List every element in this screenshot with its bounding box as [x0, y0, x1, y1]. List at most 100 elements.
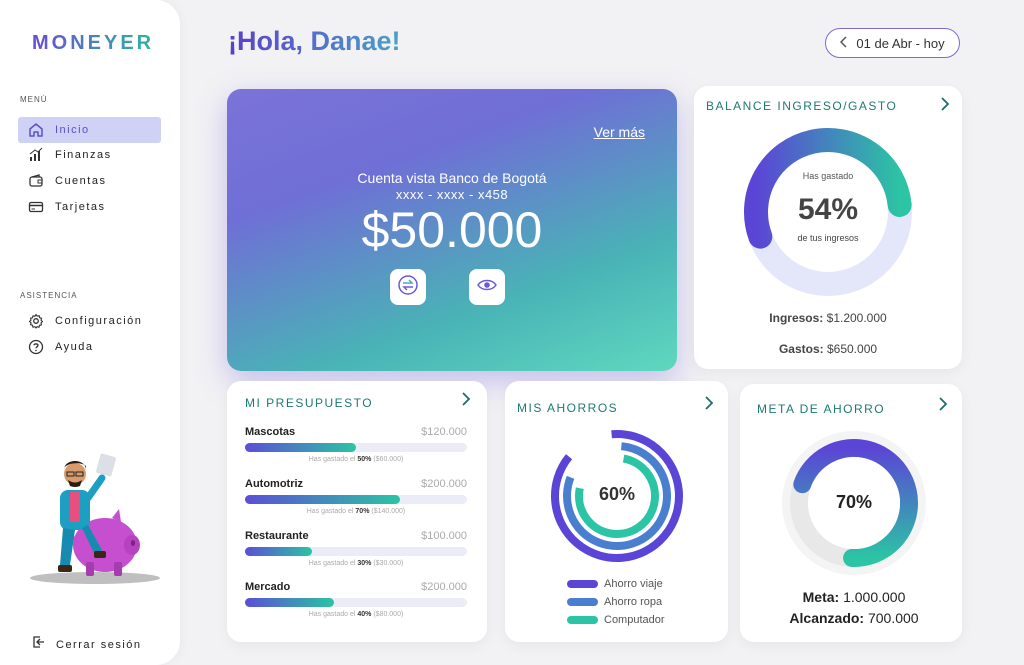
- budget-category: Automotriz: [245, 478, 304, 490]
- sidebar-item-label: Tarjetas: [55, 201, 106, 213]
- budget-progress-fill: [245, 443, 356, 452]
- transfer-button[interactable]: [390, 269, 426, 305]
- expense-value: $650.000: [826, 342, 878, 356]
- balance-percent: 54%: [797, 193, 859, 226]
- expense-row: Gastos: $650.000: [694, 342, 962, 356]
- sidebar-item-ayuda[interactable]: Ayuda: [18, 334, 161, 360]
- budget-progress-track: [245, 443, 467, 452]
- income-label: Ingresos:: [769, 311, 824, 325]
- eye-icon: [476, 274, 498, 301]
- budget-progress-track: [245, 547, 467, 556]
- sidebar-item-configuracion[interactable]: Configuración: [18, 308, 161, 334]
- date-range-selector[interactable]: 01 de Abr - hoy: [825, 28, 960, 58]
- budget-progress-track: [245, 598, 467, 607]
- account-number: xxxx - xxxx - x458: [395, 187, 509, 202]
- goal-reached-value: 700.000: [867, 610, 919, 626]
- sidebar-item-label: Ayuda: [55, 341, 94, 353]
- income-row: Ingresos: $1.200.000: [694, 311, 962, 325]
- card-icon: [27, 198, 45, 216]
- savings-rings: [551, 430, 683, 562]
- goal-reached-row: Alcanzado: 700.000: [740, 610, 968, 626]
- budget-amount: $100.000: [421, 530, 467, 542]
- legend-item: Ahorro ropa: [567, 596, 662, 608]
- budget-spent-note: Has gastado el 30% ($30.000): [245, 560, 467, 567]
- goal-donut: [782, 431, 926, 575]
- budget-spent-amount: ($60.000): [373, 456, 404, 463]
- legend-swatch: [567, 598, 598, 606]
- chart-icon: [27, 146, 45, 164]
- budget-spent-note: Has gastado el 70% ($140.000): [245, 508, 467, 515]
- legend-swatch: [567, 616, 598, 624]
- balance-arc: [744, 128, 912, 249]
- assist-section-title: ASISTENCIA: [20, 291, 78, 300]
- account-balance: $50.000: [361, 202, 543, 258]
- wallet-icon: [27, 172, 45, 190]
- account-name: Cuenta vista Banco de Bogotá: [357, 170, 547, 186]
- transfer-icon: [397, 274, 419, 301]
- budget-spent-note: Has gastado el 50% ($60.000): [245, 456, 467, 463]
- goal-arc: [793, 439, 918, 567]
- sidebar-item-label: Configuración: [55, 315, 143, 327]
- help-icon: [27, 338, 45, 356]
- sidebar-item-label: Cuentas: [55, 175, 107, 187]
- balance-card: BALANCE INGRESO/GASTO Has gastado 54% de…: [694, 86, 962, 369]
- sidebar-item-finanzas[interactable]: Finanzas: [18, 142, 161, 168]
- budget-spent-percent: 50%: [357, 456, 372, 463]
- legend-swatch: [567, 580, 598, 588]
- menu-section-title: MENÚ: [20, 95, 48, 104]
- chevron-right-icon[interactable]: [940, 96, 950, 117]
- sidebar-item-label: Finanzas: [55, 149, 112, 161]
- legend-item: Computador: [567, 614, 665, 626]
- ring-ahorro-ropa: [563, 442, 671, 550]
- budget-spent-percent: 70%: [355, 508, 370, 515]
- budget-spent-note: Has gastado el 40% ($80.000): [245, 611, 467, 618]
- budget-card: MI PRESUPUESTO Mascotas $120.000 Has gasta…: [227, 381, 487, 642]
- page-title: ¡Hola, Danae!: [228, 26, 401, 56]
- savings-goal-card: META DE AHORRO 70% Meta: 1.000.000 Alcan…: [740, 384, 962, 642]
- date-range-label: 01 de Abr - hoy: [856, 35, 945, 51]
- goal-target-value: 1.000.000: [843, 589, 906, 605]
- balance-bottom-label: de tus ingresos: [797, 233, 859, 243]
- budget-spent-amount: ($30.000): [373, 560, 404, 567]
- sidebar-item-label: Inicio: [55, 124, 90, 136]
- legend-item: Ahorro viaje: [567, 578, 663, 590]
- goal-reached-label: Alcanzado:: [789, 610, 865, 626]
- budget-spent-percent: 40%: [357, 611, 372, 618]
- budget-spent-prefix: Has gastado el: [308, 560, 356, 567]
- budget-progress-fill: [245, 547, 312, 556]
- sidebar-item-inicio[interactable]: Inicio: [18, 117, 161, 143]
- account-card: Ver más Cuenta vista Banco de Bogotá xxx…: [227, 89, 677, 371]
- savings-card: MIS AHORROS 60% Ahorro viaje Ahorro ropa…: [505, 381, 728, 642]
- sidebar-item-tarjetas[interactable]: Tarjetas: [18, 194, 161, 220]
- gear-icon: [27, 312, 45, 330]
- chevron-right-icon[interactable]: [938, 396, 948, 417]
- logout-button[interactable]: Cerrar sesión: [32, 635, 142, 654]
- chevron-right-icon[interactable]: [461, 391, 471, 412]
- savings-center-value: 60%: [598, 484, 636, 504]
- goal-card-title: META DE AHORRO: [757, 402, 886, 416]
- balance-card-title: BALANCE INGRESO/GASTO: [706, 99, 898, 113]
- savings-card-title: MIS AHORROS: [517, 401, 619, 415]
- budget-amount: $200.000: [421, 581, 467, 593]
- ring-computador: [575, 453, 659, 538]
- view-button[interactable]: [469, 269, 505, 305]
- budget-spent-percent: 30%: [357, 560, 372, 567]
- see-more-link[interactable]: Ver más: [593, 124, 645, 140]
- budget-spent-amount: ($140.000): [371, 508, 406, 515]
- logout-icon: [32, 635, 46, 654]
- goal-target-row: Meta: 1.000.000: [740, 589, 968, 605]
- chevron-right-icon[interactable]: [704, 395, 714, 416]
- budget-amount: $120.000: [421, 426, 467, 438]
- balance-top-label: Has gastado: [802, 171, 854, 181]
- budget-category: Restaurante: [245, 530, 309, 542]
- goal-percent: 70%: [835, 492, 873, 512]
- logout-label: Cerrar sesión: [56, 638, 142, 651]
- sidebar-item-cuentas[interactable]: Cuentas: [18, 168, 161, 194]
- budget-spent-amount: ($80.000): [373, 611, 404, 618]
- budget-progress-fill: [245, 598, 334, 607]
- app-logo: MONEYER: [32, 32, 155, 54]
- legend-label: Ahorro ropa: [604, 596, 663, 608]
- chevron-left-icon: [840, 35, 848, 51]
- goal-target-label: Meta:: [802, 589, 840, 605]
- legend-label: Computador: [604, 614, 665, 626]
